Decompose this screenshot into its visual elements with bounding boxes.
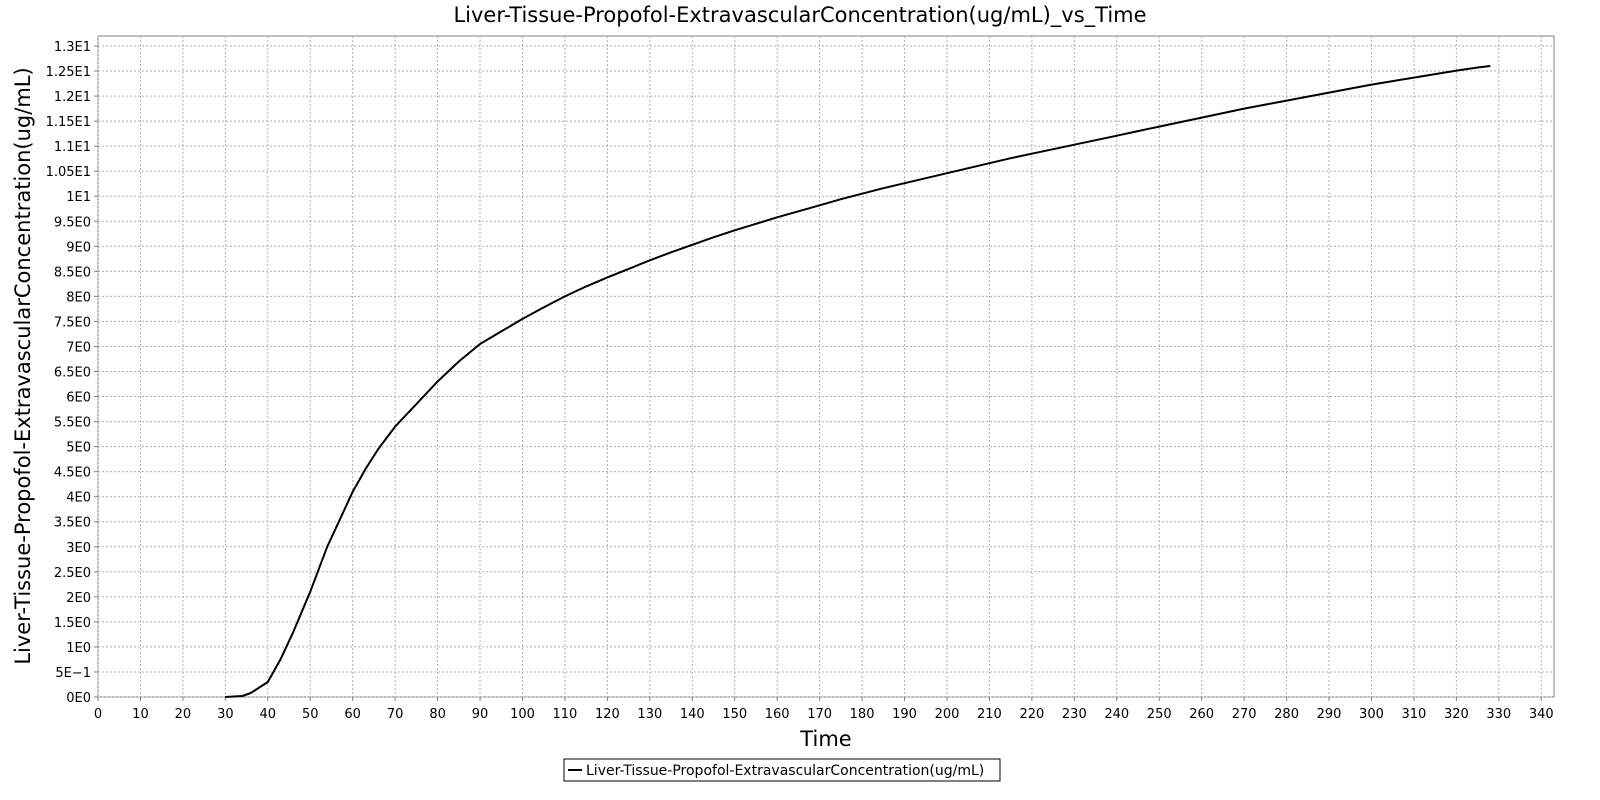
x-tick-label: 210 [977, 707, 1002, 722]
y-tick-label: 2E0 [66, 591, 91, 606]
y-tick-label: 5E0 [66, 441, 91, 456]
y-tick-label: 8E0 [66, 290, 91, 305]
x-tick-label: 180 [850, 707, 875, 722]
x-tick-label: 300 [1359, 707, 1384, 722]
y-tick-label: 1.2E1 [54, 90, 91, 105]
y-tick-label: 3.5E0 [54, 516, 91, 531]
x-tick-label: 80 [429, 707, 446, 722]
y-tick-label: 6.5E0 [54, 366, 91, 381]
y-tick-label: 7E0 [66, 340, 91, 355]
x-tick-label: 240 [1104, 707, 1129, 722]
x-tick-label: 120 [595, 707, 620, 722]
x-tick-label: 280 [1274, 707, 1299, 722]
plot-area [97, 35, 1555, 698]
x-tick-label: 170 [807, 707, 832, 722]
y-tick-label: 1.15E1 [46, 115, 91, 130]
y-tick-label: 1E0 [66, 641, 91, 656]
y-tick-label: 1.05E1 [46, 165, 91, 180]
x-tick-label: 250 [1147, 707, 1172, 722]
x-tick-label: 150 [722, 707, 747, 722]
y-tick-label: 4E0 [66, 491, 91, 506]
y-tick-label: 1.3E1 [54, 40, 91, 55]
y-tick-label: 1.5E0 [54, 616, 91, 631]
x-tick-label: 20 [175, 707, 192, 722]
x-tick-label: 330 [1486, 707, 1511, 722]
legend-box [563, 758, 1001, 782]
y-axis: 0E0 5E−1 1E0 1.5E0 2E0 2.5E0 3E0 3.5E0 4E0 4.5E0 5… [46, 40, 98, 706]
y-tick-label: 1.1E1 [54, 140, 91, 155]
x-tick-label: 260 [1189, 707, 1214, 722]
y-tick-label: 6E0 [66, 391, 91, 406]
x-axis-label: Time [799, 727, 851, 751]
series-line [225, 65, 1491, 698]
y-tick-label: 8.5E0 [54, 265, 91, 280]
y-tick-label: 9.5E0 [54, 215, 91, 230]
chart-title: Liver-Tissue-Propofol-ExtravascularConce… [453, 3, 1146, 28]
x-tick-label: 10 [132, 707, 149, 722]
x-tick-label: 50 [302, 707, 319, 722]
x-tick-label: 270 [1232, 707, 1257, 722]
y-tick-label: 3E0 [66, 541, 91, 556]
y-tick-label: 4.5E0 [54, 466, 91, 481]
legend: Liver-Tissue-Propofol-ExtravascularConce… [563, 758, 1001, 782]
x-tick-label: 320 [1444, 707, 1469, 722]
x-tick-label: 200 [935, 707, 960, 722]
y-tick-label: 0E0 [66, 691, 91, 706]
x-axis: 0 10 20 30 40 50 60 70 80 90 100 110 120 130 140 150 160… [94, 697, 1554, 722]
x-tick-label: 0 [94, 707, 102, 722]
x-tick-label: 220 [1019, 707, 1044, 722]
x-tick-label: 30 [217, 707, 234, 722]
y-axis-label: Liver-Tissue-Propofol-ExtravascularConce… [11, 67, 35, 664]
x-tick-label: 110 [553, 707, 578, 722]
x-tick-label: 60 [344, 707, 361, 722]
y-tick-label: 1.25E1 [46, 65, 91, 80]
x-tick-label: 40 [260, 707, 277, 722]
series-layer [225, 65, 1491, 698]
legend-label: Liver-Tissue-Propofol-ExtravascularConce… [586, 763, 984, 779]
x-tick-label: 140 [680, 707, 705, 722]
x-tick-label: 340 [1529, 707, 1554, 722]
x-tick-label: 90 [472, 707, 489, 722]
y-tick-label: 9E0 [66, 240, 91, 255]
y-tick-label: 5E−1 [55, 666, 91, 681]
x-tick-label: 160 [765, 707, 790, 722]
x-tick-label: 310 [1402, 707, 1427, 722]
x-tick-label: 130 [637, 707, 662, 722]
x-tick-label: 230 [1062, 707, 1087, 722]
x-tick-label: 290 [1317, 707, 1342, 722]
y-tick-label: 2.5E0 [54, 566, 91, 581]
x-tick-label: 100 [510, 707, 535, 722]
y-tick-label: 5.5E0 [54, 416, 91, 431]
y-tick-label: 7.5E0 [54, 315, 91, 330]
y-tick-label: 1E1 [66, 190, 91, 205]
x-tick-label: 190 [892, 707, 917, 722]
x-tick-label: 70 [387, 707, 404, 722]
